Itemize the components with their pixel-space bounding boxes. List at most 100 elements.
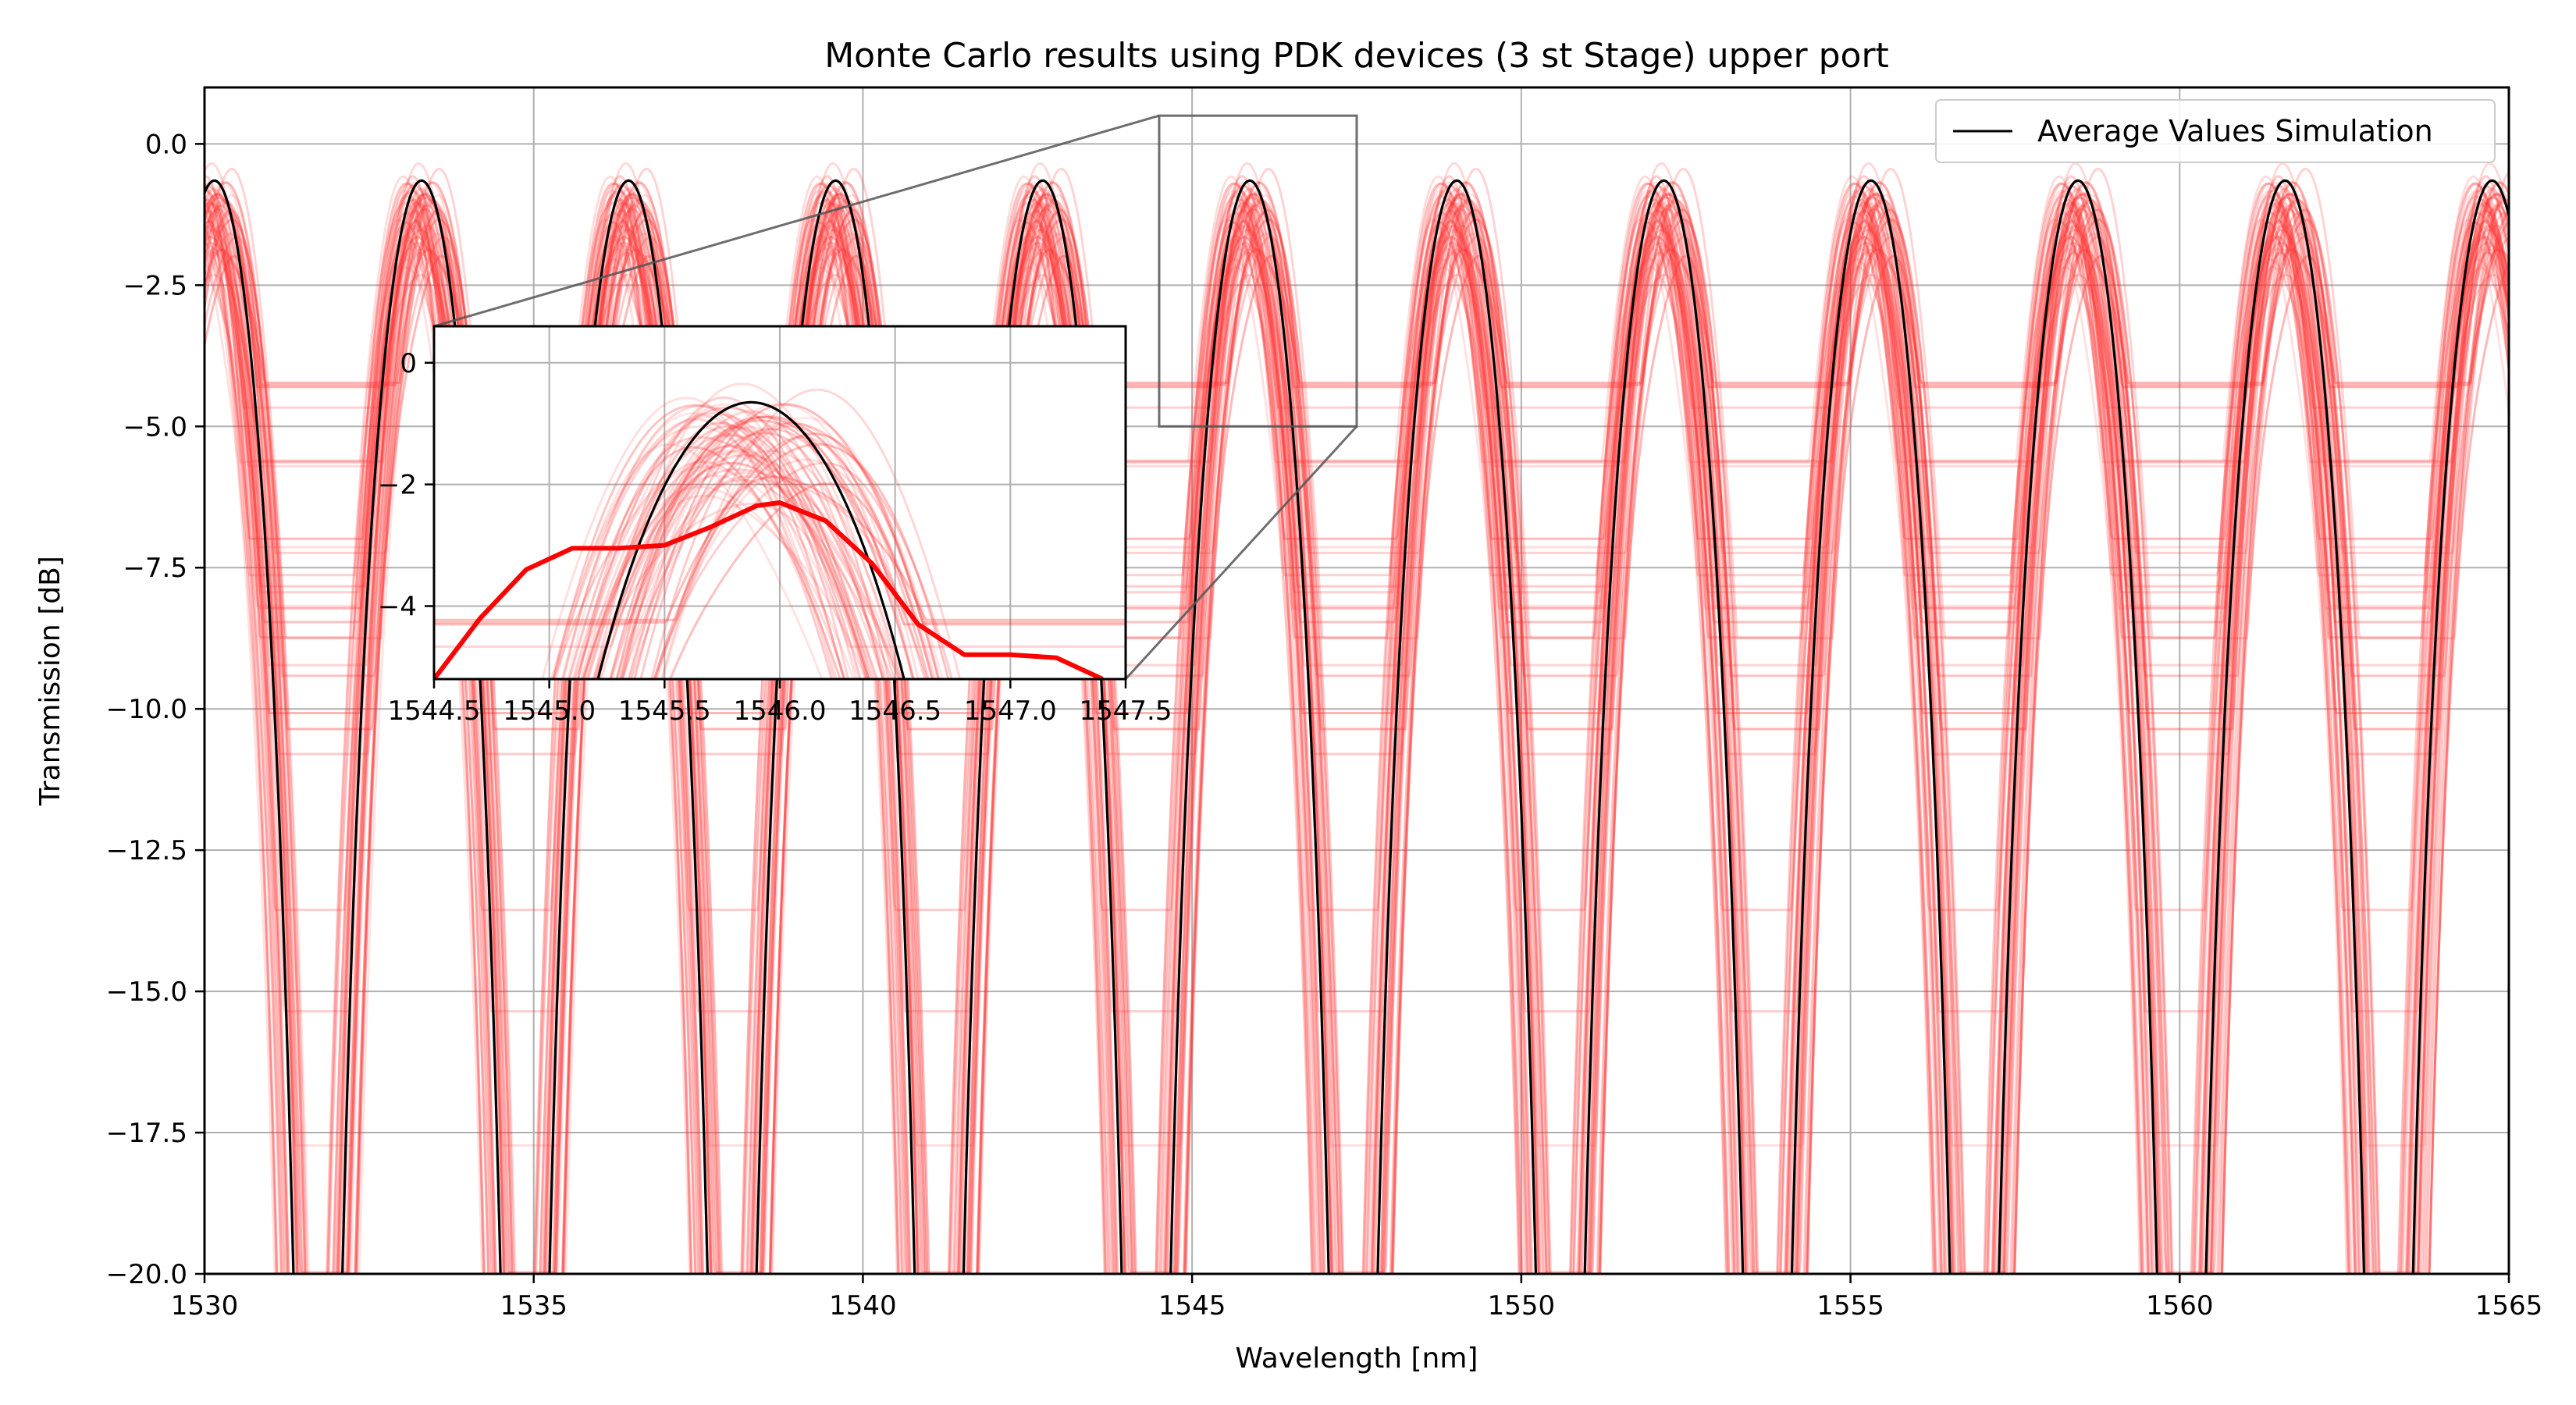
inset-mc-run-line [628, 478, 893, 679]
y-ticks: 0.0 −2.5 −5.0 −7.5 −10.0 −12.5 −15.0 −17.5 −20.0 [106, 129, 205, 1290]
mc-run-line [205, 201, 2509, 1274]
zoom-connector-line [1124, 425, 1358, 681]
x-tick-label: 1555 [1816, 1290, 1884, 1321]
inset-mc-run-line [597, 382, 902, 679]
x-tick-label: 1530 [171, 1290, 239, 1321]
mc-run-line [205, 209, 2509, 1274]
inset-mc-run-line [655, 458, 937, 679]
inset-mc-run-line [573, 475, 834, 679]
legend: Average Values Simulation [1935, 99, 2496, 163]
inset-mc-run-line [616, 434, 902, 679]
inset-mc-run-line [434, 475, 1126, 621]
inset-mc-run-line [568, 446, 841, 679]
inset-mc-run-line [541, 397, 833, 679]
inset-x-tick-label: 1545.5 [618, 695, 711, 727]
legend-box [1935, 99, 2496, 163]
inset-mc-run-line [633, 403, 940, 679]
legend-label: Average Values Simulation [2037, 114, 2433, 148]
inset-monte-carlo-runs [434, 382, 1126, 679]
mc-run-line [205, 192, 2509, 1274]
inset-mc-run-line [582, 486, 856, 679]
plot-frame [203, 86, 2510, 1275]
inset-mc-run-line [554, 443, 824, 679]
inset-y-tick-label: 0 [400, 348, 417, 379]
inset-mc-run-line [581, 422, 845, 679]
mc-run-line [205, 218, 2509, 1274]
inset-mc-run-line [562, 404, 869, 679]
inset-y-ticks: 0 −2 −4 [378, 348, 434, 622]
inset-x-tick-label: 1544.5 [388, 695, 481, 727]
inset-mc-run-line [626, 402, 930, 679]
inset-mc-run-line [621, 425, 901, 679]
inset-mc-run-line [577, 436, 895, 679]
inset-mc-run-line [585, 450, 869, 679]
inset-mc-run-line [572, 415, 838, 679]
x-tick-label: 1565 [2475, 1290, 2543, 1321]
inset-mc-run-line [653, 443, 950, 679]
y-tick-label: −5.0 [123, 411, 187, 443]
inset-highlighted-run [434, 500, 1104, 679]
y-tick-label: −20.0 [106, 1259, 187, 1290]
zoom-box [1158, 114, 1358, 428]
x-tick-label: 1560 [2146, 1290, 2214, 1321]
inset-mc-run-line [615, 468, 927, 679]
inset-mc-run-line [600, 454, 888, 679]
inset-mc-run-line [567, 412, 874, 679]
inset-mc-run-line [575, 403, 857, 679]
inset-mc-run-line [434, 432, 1126, 624]
inset-mc-run-line [571, 465, 860, 679]
inset-mc-run-line [609, 419, 914, 679]
x-axis-label: Wavelength [nm] [1236, 1343, 1478, 1375]
inset-mc-run-line [660, 388, 962, 679]
inset-mc-run-line [650, 422, 953, 679]
inset-chart: 1544.5 1545.0 1545.5 1546.0 1546.5 1547.0 1547… [378, 325, 1172, 727]
y-tick-label: −7.5 [123, 553, 187, 584]
inset-mc-run-line [434, 415, 1126, 626]
inset-average-series [596, 400, 906, 679]
y-tick-label: −17.5 [106, 1118, 187, 1149]
inset-x-tick-label: 1545.0 [503, 695, 596, 727]
inset-mc-run-line [584, 452, 867, 679]
inset-mc-run-line [580, 461, 847, 679]
inset-mc-run-line [592, 396, 877, 679]
mc-run-line [205, 182, 2509, 639]
y-tick-label: −10.0 [106, 694, 187, 725]
inset-mc-run-line [552, 404, 862, 679]
inset-y-tick-label: −2 [378, 470, 417, 501]
y-tick-label: −15.0 [106, 976, 187, 1008]
inset-mc-run-line [592, 503, 868, 679]
y-tick-label: 0.0 [145, 129, 187, 160]
x-tick-label: 1540 [829, 1290, 897, 1321]
inset-mc-run-line [618, 444, 900, 679]
y-tick-label: −2.5 [123, 270, 187, 301]
inset-average-line [596, 400, 906, 679]
mc-run-line [205, 221, 2509, 540]
inset-mc-run-line [609, 421, 920, 679]
inset-mc-run-line [593, 494, 867, 679]
inset-x-tick-label: 1547.0 [964, 695, 1057, 727]
inset-mc-run-line [654, 436, 930, 679]
y-tick-label: −12.5 [106, 835, 187, 866]
inset-mc-run-line [560, 412, 872, 679]
inset-mc-run-line [552, 418, 836, 679]
inset-x-tick-label: 1547.5 [1080, 695, 1172, 727]
inset-x-tick-label: 1546.5 [849, 695, 941, 727]
inset-mc-run-line [629, 425, 903, 679]
mc-run-line [205, 190, 2509, 462]
inset-mc-run-line [576, 406, 884, 679]
inset-mc-run-line [669, 482, 934, 679]
inset-x-ticks: 1544.5 1545.0 1545.5 1546.0 1546.5 1547.0 1547… [388, 679, 1172, 727]
chart-title: Monte Carlo results using PDK devices (3… [824, 36, 1889, 76]
inset-mc-run-line [653, 461, 941, 679]
inset-grid [433, 326, 1126, 679]
inset-mc-run-line [582, 432, 890, 679]
x-tick-label: 1545 [1158, 1290, 1226, 1321]
inset-mc-run-line [610, 449, 875, 679]
inset-mc-run-line [553, 432, 850, 679]
inset-mc-run-line [434, 445, 1126, 648]
mc-run-line [205, 190, 2509, 912]
inset-mc-run-line [630, 449, 904, 679]
highlighted-run-line [434, 500, 1104, 679]
inset-y-tick-label: −4 [378, 591, 417, 622]
